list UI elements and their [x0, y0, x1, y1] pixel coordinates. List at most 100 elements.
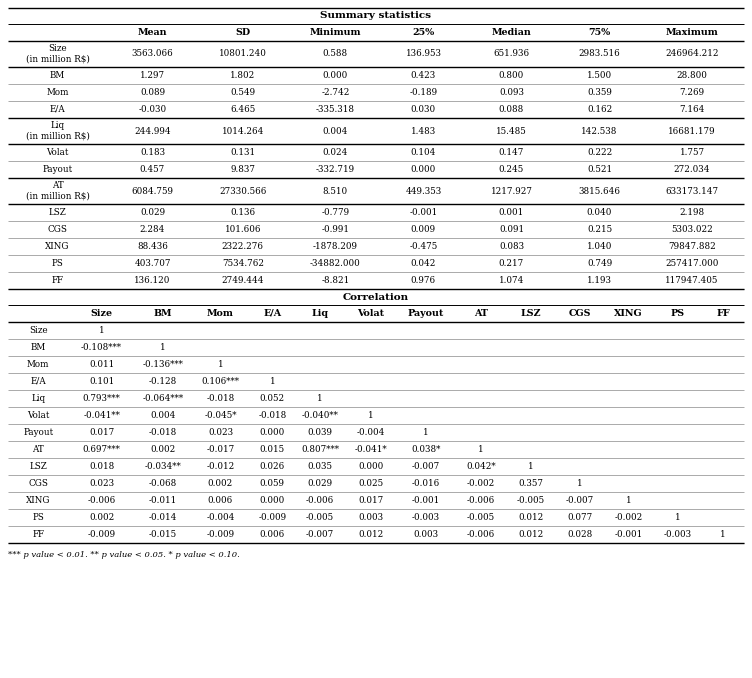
Text: 0.521: 0.521 [587, 165, 612, 174]
Text: 272.034: 272.034 [674, 165, 711, 174]
Text: 0.011: 0.011 [89, 360, 114, 369]
Text: 0.023: 0.023 [89, 479, 114, 488]
Text: 0.004: 0.004 [323, 127, 348, 136]
Text: 9.837: 9.837 [230, 165, 255, 174]
Text: 403.707: 403.707 [135, 259, 171, 268]
Text: 0.549: 0.549 [230, 88, 256, 97]
Text: -0.001: -0.001 [614, 530, 643, 539]
Text: 15.485: 15.485 [496, 127, 527, 136]
Text: 246964.212: 246964.212 [666, 49, 719, 58]
Text: 1: 1 [720, 530, 726, 539]
Text: 0.976: 0.976 [411, 276, 436, 285]
Text: 0.012: 0.012 [518, 513, 544, 522]
Text: Minimum: Minimum [310, 28, 361, 37]
Text: 6.465: 6.465 [230, 105, 256, 114]
Text: -0.018: -0.018 [206, 394, 235, 403]
Text: -0.002: -0.002 [467, 479, 495, 488]
Text: 1: 1 [217, 360, 223, 369]
Text: -0.005: -0.005 [306, 513, 334, 522]
Text: -0.009: -0.009 [87, 530, 116, 539]
Text: XING: XING [26, 496, 50, 505]
Text: 0.030: 0.030 [411, 105, 436, 114]
Text: -0.012: -0.012 [206, 462, 235, 471]
Text: 2983.516: 2983.516 [578, 49, 620, 58]
Text: 0.749: 0.749 [587, 259, 612, 268]
Text: -0.991: -0.991 [321, 225, 350, 234]
Text: FF: FF [716, 309, 729, 318]
Text: AT: AT [474, 309, 488, 318]
Text: 1: 1 [626, 496, 632, 505]
Text: 0.038*: 0.038* [411, 445, 441, 454]
Text: Size: Size [90, 309, 113, 318]
Text: -0.009: -0.009 [206, 530, 235, 539]
Text: 1014.264: 1014.264 [222, 127, 264, 136]
Text: -0.011: -0.011 [149, 496, 177, 505]
Text: -2.742: -2.742 [321, 88, 350, 97]
Text: 0.800: 0.800 [499, 71, 524, 80]
Text: 1: 1 [269, 377, 275, 386]
Text: -0.007: -0.007 [566, 496, 594, 505]
Text: 0.807***: 0.807*** [301, 445, 339, 454]
Text: 0.000: 0.000 [411, 165, 436, 174]
Text: Volat: Volat [47, 148, 69, 157]
Text: E/A: E/A [263, 309, 281, 318]
Text: 1.074: 1.074 [499, 276, 524, 285]
Text: 0.035: 0.035 [308, 462, 332, 471]
Text: LSZ: LSZ [29, 462, 47, 471]
Text: 244.994: 244.994 [134, 127, 171, 136]
Text: 0.183: 0.183 [140, 148, 165, 157]
Text: 0.029: 0.029 [308, 479, 332, 488]
Text: 0.002: 0.002 [89, 513, 114, 522]
Text: -0.007: -0.007 [412, 462, 440, 471]
Text: Mom: Mom [27, 360, 50, 369]
Text: 1.802: 1.802 [230, 71, 256, 80]
Text: Mom: Mom [47, 88, 69, 97]
Text: CGS: CGS [47, 225, 68, 234]
Text: 0.793***: 0.793*** [83, 394, 120, 403]
Text: -0.136***: -0.136*** [143, 360, 183, 369]
Text: 0.222: 0.222 [587, 148, 612, 157]
Text: 1: 1 [577, 479, 582, 488]
Text: PS: PS [670, 309, 684, 318]
Text: -0.001: -0.001 [409, 208, 438, 217]
Text: PS: PS [52, 259, 63, 268]
Text: 0.024: 0.024 [323, 148, 348, 157]
Text: Correlation: Correlation [343, 292, 409, 302]
Text: -0.006: -0.006 [467, 530, 495, 539]
Text: 257417.000: 257417.000 [666, 259, 719, 268]
Text: -0.779: -0.779 [321, 208, 350, 217]
Text: XING: XING [614, 309, 643, 318]
Text: PS: PS [32, 513, 44, 522]
Text: 1.483: 1.483 [411, 127, 436, 136]
Text: 633173.147: 633173.147 [666, 186, 719, 195]
Text: -8.821: -8.821 [321, 276, 350, 285]
Text: -0.041*: -0.041* [354, 445, 387, 454]
Text: 7534.762: 7534.762 [222, 259, 264, 268]
Text: 25%: 25% [412, 28, 435, 37]
Text: 0.012: 0.012 [358, 530, 384, 539]
Text: 1: 1 [317, 394, 323, 403]
Text: 0.009: 0.009 [411, 225, 436, 234]
Text: 0.357: 0.357 [518, 479, 543, 488]
Text: 1: 1 [528, 462, 533, 471]
Text: 7.164: 7.164 [679, 105, 705, 114]
Text: -0.003: -0.003 [412, 513, 440, 522]
Text: 136.120: 136.120 [135, 276, 171, 285]
Text: 3815.646: 3815.646 [578, 186, 620, 195]
Text: -0.041**: -0.041** [83, 411, 120, 420]
Text: 0.245: 0.245 [499, 165, 524, 174]
Text: Volat: Volat [27, 411, 50, 420]
Text: 0.423: 0.423 [411, 71, 436, 80]
Text: -34882.000: -34882.000 [310, 259, 361, 268]
Text: -0.064***: -0.064*** [143, 394, 183, 403]
Text: XING: XING [45, 242, 70, 251]
Text: 0.000: 0.000 [323, 71, 348, 80]
Text: 0.003: 0.003 [358, 513, 383, 522]
Text: 1: 1 [423, 428, 429, 437]
Text: 2.284: 2.284 [140, 225, 165, 234]
Text: 0.015: 0.015 [259, 445, 285, 454]
Text: 28.800: 28.800 [677, 71, 708, 80]
Text: Median: Median [492, 28, 532, 37]
Text: 3563.066: 3563.066 [132, 49, 174, 58]
Text: *** p value < 0.01. ** p value < 0.05. * p value < 0.10.: *** p value < 0.01. ** p value < 0.05. *… [8, 551, 240, 559]
